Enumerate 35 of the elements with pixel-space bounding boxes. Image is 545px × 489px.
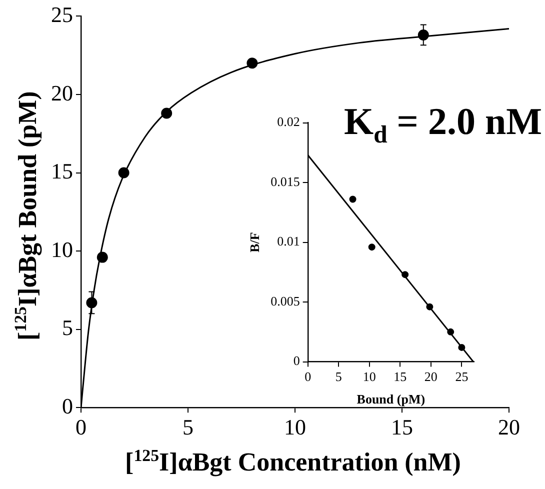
y-tick-label: 5	[62, 315, 73, 340]
x-tick-label: 15	[394, 369, 407, 384]
y-tick-label: 0.01	[277, 234, 300, 249]
x-tick-label: 5	[182, 414, 194, 440]
y-axis-title: B/F	[247, 232, 262, 252]
point	[368, 244, 376, 251]
y-tick-label: 0	[62, 393, 73, 418]
x-tick-label: 20	[498, 414, 520, 440]
y-tick-label: 0.005	[270, 293, 300, 308]
y-tick-label: 10	[51, 236, 73, 262]
point	[447, 328, 454, 336]
point	[458, 344, 466, 351]
x-tick-label: 5	[335, 369, 342, 384]
point	[246, 58, 258, 69]
point	[402, 271, 409, 278]
x-tick-label: 20	[424, 369, 438, 384]
point	[418, 29, 429, 40]
point	[349, 196, 356, 203]
point	[161, 108, 172, 119]
y-tick-label: 0.02	[277, 114, 300, 130]
y-tick-label: 15	[51, 158, 73, 184]
y-tick-label: 0.015	[270, 174, 300, 189]
point	[426, 303, 434, 310]
x-tick-label: 0	[304, 369, 312, 384]
y-tick-label: 20	[51, 80, 73, 106]
annotation: K$_{d}$ = 2.0 nM	[344, 100, 542, 150]
y-tick-label: 0	[293, 353, 300, 368]
x-tick-label: 15	[391, 414, 413, 440]
x-axis-title: [$^{125}$I]αBgt Concentration (nM)	[124, 446, 462, 478]
y-tick-label: 25	[51, 2, 73, 27]
x-tick-label: 10	[362, 369, 376, 384]
point	[96, 252, 108, 263]
x-axis-title: Bound (pM)	[356, 392, 426, 407]
point	[118, 167, 130, 178]
x-tick-label: 25	[455, 369, 468, 384]
